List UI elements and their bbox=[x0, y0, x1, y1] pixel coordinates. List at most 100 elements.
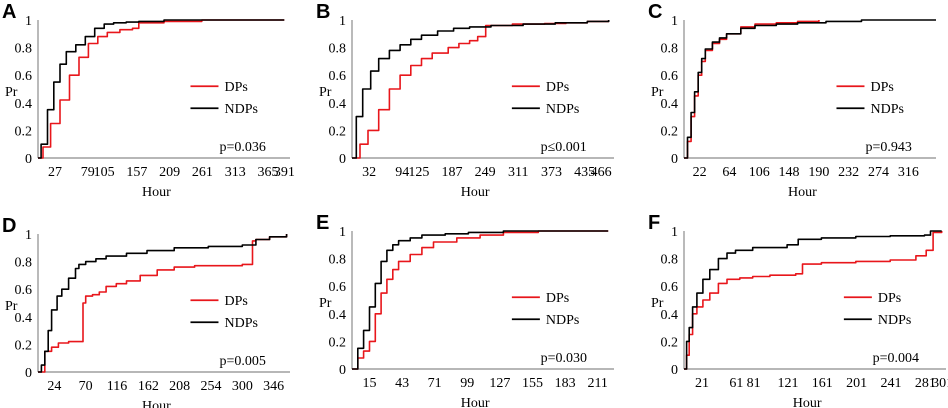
panel-d: D 0 0.2 0.4 0.6 0.8 1 24 70 116 162 208 254 300 346 Pr H… bbox=[2, 215, 290, 408]
series-line-dps bbox=[684, 20, 820, 159]
panel-letter: F bbox=[648, 212, 660, 234]
x-tick-label: 116 bbox=[107, 379, 127, 394]
x-tick-label: 22 bbox=[693, 165, 707, 180]
x-tick-label: 254 bbox=[200, 379, 221, 394]
y-tick-label: 1 bbox=[671, 14, 678, 29]
y-tick-label: 0.2 bbox=[329, 335, 347, 350]
panel-f: F00.20.40.60.81216181121161201241281301P… bbox=[648, 212, 948, 408]
y-tick-label: 0.4 bbox=[15, 97, 33, 112]
x-tick-label: 61 bbox=[729, 376, 743, 391]
x-axis-label: Hour bbox=[461, 185, 490, 200]
x-tick-label: 43 bbox=[395, 376, 409, 391]
x-tick-label: 300 bbox=[232, 379, 253, 394]
x-tick-label: 391 bbox=[274, 165, 295, 180]
x-tick-label: 373 bbox=[541, 165, 562, 180]
x-tick-label: 79 bbox=[81, 165, 95, 180]
x-axis-label: Hour bbox=[793, 396, 822, 408]
series-line-dps bbox=[352, 20, 610, 159]
x-tick-label: 81 bbox=[747, 376, 761, 391]
y-tick-label: 0 bbox=[671, 152, 678, 167]
panel-letter: C bbox=[648, 1, 662, 23]
y-tick-label: 0.4 bbox=[329, 308, 347, 323]
x-tick-label: 466 bbox=[591, 165, 612, 180]
legend-label-ndps: NDPs bbox=[870, 102, 903, 117]
legend-label-ndps: NDPs bbox=[224, 316, 257, 331]
y-tick-label: 0.4 bbox=[329, 97, 347, 112]
x-tick-label: 155 bbox=[522, 376, 543, 391]
y-axis-label: Pr bbox=[5, 85, 18, 100]
p-value: p=0.005 bbox=[219, 354, 265, 369]
y-tick-label: 0 bbox=[25, 152, 32, 167]
series-line-ndps bbox=[38, 234, 288, 373]
y-tick-label: 1 bbox=[339, 14, 346, 29]
y-tick-label: 0.8 bbox=[15, 42, 33, 57]
legend-label-dps: DPs bbox=[224, 294, 247, 309]
panel-letter: B bbox=[316, 1, 330, 23]
y-tick-label: 0.6 bbox=[15, 283, 33, 298]
y-tick-label: 0.2 bbox=[329, 124, 347, 139]
y-tick-label: 0.6 bbox=[661, 280, 679, 295]
series-line-dps bbox=[684, 231, 943, 370]
x-tick-label: 127 bbox=[489, 376, 510, 391]
x-tick-label: 70 bbox=[79, 379, 93, 394]
y-tick-label: 1 bbox=[25, 14, 32, 29]
x-tick-label: 105 bbox=[94, 165, 115, 180]
y-tick-label: 1 bbox=[671, 225, 678, 240]
y-tick-label: 0.2 bbox=[661, 335, 679, 350]
legend-label-dps: DPs bbox=[870, 80, 893, 95]
x-tick-label: 27 bbox=[48, 165, 62, 180]
x-tick-label: 157 bbox=[126, 165, 147, 180]
y-tick-label: 0.8 bbox=[15, 256, 33, 271]
y-axis-label: Pr bbox=[651, 296, 664, 311]
panel-c: C 0 0.2 0.4 0.6 0.8 1 22 64 106 148 190 232 274 316 Pr H… bbox=[648, 1, 936, 200]
x-tick-label: 99 bbox=[460, 376, 474, 391]
p-value: p≤0.001 bbox=[541, 140, 587, 155]
legend-label-ndps: NDPs bbox=[546, 313, 579, 328]
y-tick-label: 0 bbox=[671, 363, 678, 378]
x-tick-label: 241 bbox=[881, 376, 902, 391]
y-tick-label: 0.8 bbox=[661, 42, 679, 57]
x-tick-label: 190 bbox=[808, 165, 829, 180]
x-tick-label: 311 bbox=[508, 165, 528, 180]
x-tick-label: 346 bbox=[263, 379, 284, 394]
panel-letter: D bbox=[2, 215, 16, 237]
y-tick-label: 0.8 bbox=[329, 42, 347, 57]
y-tick-label: 0.6 bbox=[329, 69, 347, 84]
y-tick-label: 0.4 bbox=[661, 97, 679, 112]
series-line-ndps bbox=[38, 19, 285, 159]
panel-letter: A bbox=[2, 1, 16, 23]
p-value: p=0.036 bbox=[219, 140, 265, 155]
y-tick-label: 0.2 bbox=[15, 124, 33, 139]
legend-label-ndps: NDPs bbox=[878, 313, 911, 328]
x-tick-label: 125 bbox=[408, 165, 429, 180]
x-tick-label: 161 bbox=[812, 376, 833, 391]
panel-letter: E bbox=[316, 212, 329, 234]
x-tick-label: 201 bbox=[846, 376, 867, 391]
x-tick-label: 274 bbox=[868, 165, 889, 180]
y-tick-label: 1 bbox=[25, 228, 32, 243]
x-tick-label: 71 bbox=[428, 376, 442, 391]
panel-b: B 0 0.2 0.4 0.6 0.8 1 32 94 125 187 249 311 373 435466… bbox=[316, 1, 614, 200]
legend-label-ndps: NDPs bbox=[224, 102, 257, 117]
y-tick-label: 0.6 bbox=[661, 69, 679, 84]
x-tick-label: 365 bbox=[257, 165, 278, 180]
y-tick-label: 0 bbox=[339, 152, 346, 167]
y-tick-label: 0 bbox=[25, 366, 32, 381]
x-axis-label: Hour bbox=[142, 185, 171, 200]
series-line-dps bbox=[352, 230, 609, 370]
x-axis-label: Hour bbox=[142, 399, 171, 408]
y-tick-label: 0.8 bbox=[329, 253, 347, 268]
y-tick-label: 0.6 bbox=[15, 69, 33, 84]
x-tick-label: 148 bbox=[779, 165, 800, 180]
p-value: p=0.943 bbox=[865, 140, 911, 155]
legend-label-dps: DPs bbox=[546, 80, 569, 95]
x-tick-label: 106 bbox=[749, 165, 770, 180]
series-line-ndps bbox=[352, 20, 610, 159]
x-tick-label: 313 bbox=[225, 165, 246, 180]
x-tick-label: 301 bbox=[932, 376, 948, 391]
series-line-ndps bbox=[352, 230, 609, 370]
series-line-ndps bbox=[684, 19, 936, 159]
y-tick-label: 0.6 bbox=[329, 280, 347, 295]
x-tick-label: 94 bbox=[395, 165, 409, 180]
